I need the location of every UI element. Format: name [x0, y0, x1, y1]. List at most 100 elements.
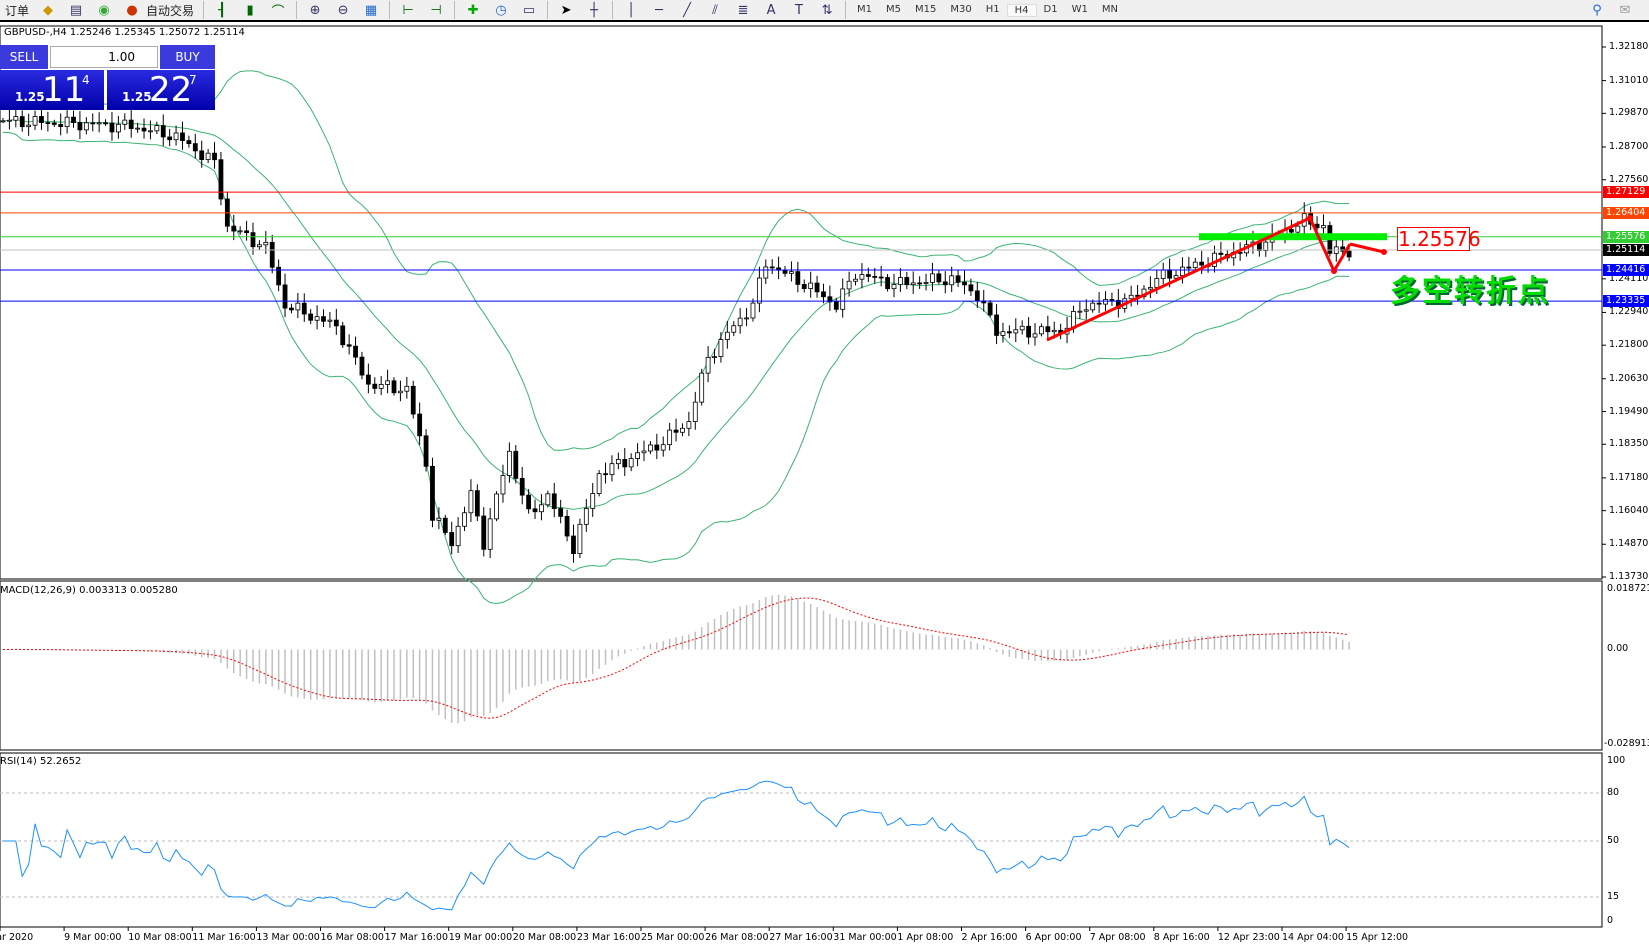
arrows-icon[interactable]: ⇅ [821, 2, 833, 18]
chat-icon[interactable]: ✉ [1619, 2, 1631, 18]
equidistant-channel-icon[interactable]: ⫽ [712, 2, 718, 18]
candle [910, 282, 916, 286]
crosshair-icon[interactable]: ┼ [590, 2, 598, 18]
candle [782, 269, 788, 274]
timeframe-m1[interactable]: M1 [857, 3, 873, 15]
candle [289, 307, 294, 311]
candle [115, 123, 121, 133]
gold-bars-icon[interactable]: ◆ [43, 2, 54, 18]
timeframe-m5[interactable]: M5 [886, 3, 902, 15]
text-label-icon[interactable]: T [795, 2, 803, 18]
candle [423, 435, 429, 467]
candle [199, 150, 205, 161]
market-watch-icon[interactable]: ▤ [69, 2, 83, 18]
candle [859, 274, 865, 280]
chart-area[interactable] [0, 22, 1649, 945]
candlestick-icon[interactable]: ▮ [246, 2, 254, 18]
timeframe-h4[interactable]: H4 [1006, 3, 1037, 17]
timeframe-w1[interactable]: W1 [1071, 3, 1088, 15]
time-axis-label: 14 Apr 04:00 [1282, 932, 1344, 943]
candle [103, 122, 108, 125]
candle [404, 385, 410, 392]
candle [109, 122, 115, 133]
horizontal-line-icon[interactable]: ─ [655, 2, 663, 18]
chart-shift-icon[interactable]: ⊢ [402, 2, 414, 18]
zoom-out-icon[interactable]: ⊖ [337, 2, 349, 18]
candle [481, 515, 487, 550]
time-axis-label: 1 Apr 08:00 [897, 932, 954, 943]
candle [1167, 269, 1173, 279]
candle [301, 302, 307, 315]
buy-price[interactable]: 1.25 22 7 [107, 70, 215, 110]
candle [718, 339, 724, 357]
new-order-button[interactable]: 订单 [5, 3, 30, 18]
sell-button[interactable]: SELL [0, 45, 48, 69]
candle [898, 277, 903, 285]
templates-icon[interactable]: ▭ [522, 2, 536, 18]
search-icon[interactable]: ⚲ [1592, 2, 1602, 18]
candle [1013, 329, 1019, 334]
timeframe-h1[interactable]: H1 [985, 3, 1000, 15]
trend-arrow [1349, 242, 1385, 254]
candle [513, 450, 519, 479]
timeframe-d1[interactable]: D1 [1043, 3, 1058, 15]
fibonacci-icon[interactable]: ≣ [737, 2, 749, 18]
signal-icon[interactable]: ◉ [98, 2, 110, 18]
price-tag: 1.24416 [1603, 264, 1649, 277]
sell-price[interactable]: 1.25 11 4 [0, 70, 104, 110]
bid-prefix: 1.25 [15, 90, 45, 104]
candle [340, 325, 346, 346]
lot-size-input[interactable]: 1.00 [50, 46, 158, 68]
candle [378, 384, 384, 389]
price-label-box[interactable]: 1.25576 [1397, 227, 1481, 251]
candle [90, 122, 96, 125]
candle [532, 508, 538, 513]
price-tag: 1.25114 [1603, 243, 1649, 256]
line-chart-icon[interactable]: ⌒ [271, 4, 285, 20]
candle [0, 120, 6, 123]
bar-chart-icon[interactable]: ┨ [218, 2, 226, 18]
candle [731, 325, 737, 333]
price-axis-label: 1.20630 [1609, 372, 1649, 384]
price-axis-label: 1.17180 [1609, 471, 1649, 483]
rsi-axis-label: 100 [1607, 755, 1626, 766]
autoscroll-icon[interactable]: ⊣ [430, 2, 442, 18]
turning-point-annotation[interactable]: 多空转折点 [1390, 274, 1550, 309]
timeframe-mn[interactable]: MN [1101, 3, 1118, 15]
zoom-in-icon[interactable]: ⊕ [309, 2, 321, 18]
candle [526, 494, 532, 510]
macd-min: -0.028913 [1604, 738, 1649, 749]
candle [955, 275, 961, 283]
candle [648, 444, 653, 452]
candle [346, 344, 352, 347]
vertical-line-icon[interactable]: │ [627, 2, 635, 18]
time-axis-label: Mar 2020 [0, 932, 34, 943]
candle [571, 535, 576, 554]
candle [699, 372, 705, 403]
candle [314, 316, 320, 321]
candle [77, 122, 83, 131]
tile-windows-icon[interactable]: ▦ [364, 2, 378, 18]
timeframe-m15[interactable]: M15 [915, 3, 937, 15]
candle [885, 277, 890, 290]
time-axis-label: 23 Mar 16:00 [576, 932, 641, 943]
candle [39, 116, 44, 123]
bollinger-band-middle [2, 118, 1350, 510]
auto-trading-button[interactable]: 自动交易 [146, 3, 195, 18]
candle [1321, 225, 1326, 229]
price-axis-label: 1.14870 [1609, 538, 1649, 550]
candle [83, 122, 89, 131]
indicators-icon[interactable]: ✚ [467, 2, 479, 18]
candle [45, 122, 51, 124]
text-icon[interactable]: A [766, 2, 776, 18]
auto-trading-icon[interactable]: ● [126, 2, 138, 18]
trendline-icon[interactable]: ╱ [683, 2, 691, 18]
periods-clock-icon[interactable]: ◷ [495, 2, 507, 18]
buy-button[interactable]: BUY [160, 45, 215, 69]
rsi-axis-label: 15 [1607, 891, 1620, 902]
timeframe-m30[interactable]: M30 [950, 3, 972, 15]
cursor-icon[interactable]: ➤ [560, 2, 572, 18]
candle [237, 230, 243, 233]
candle [949, 275, 955, 286]
candle [840, 288, 846, 310]
